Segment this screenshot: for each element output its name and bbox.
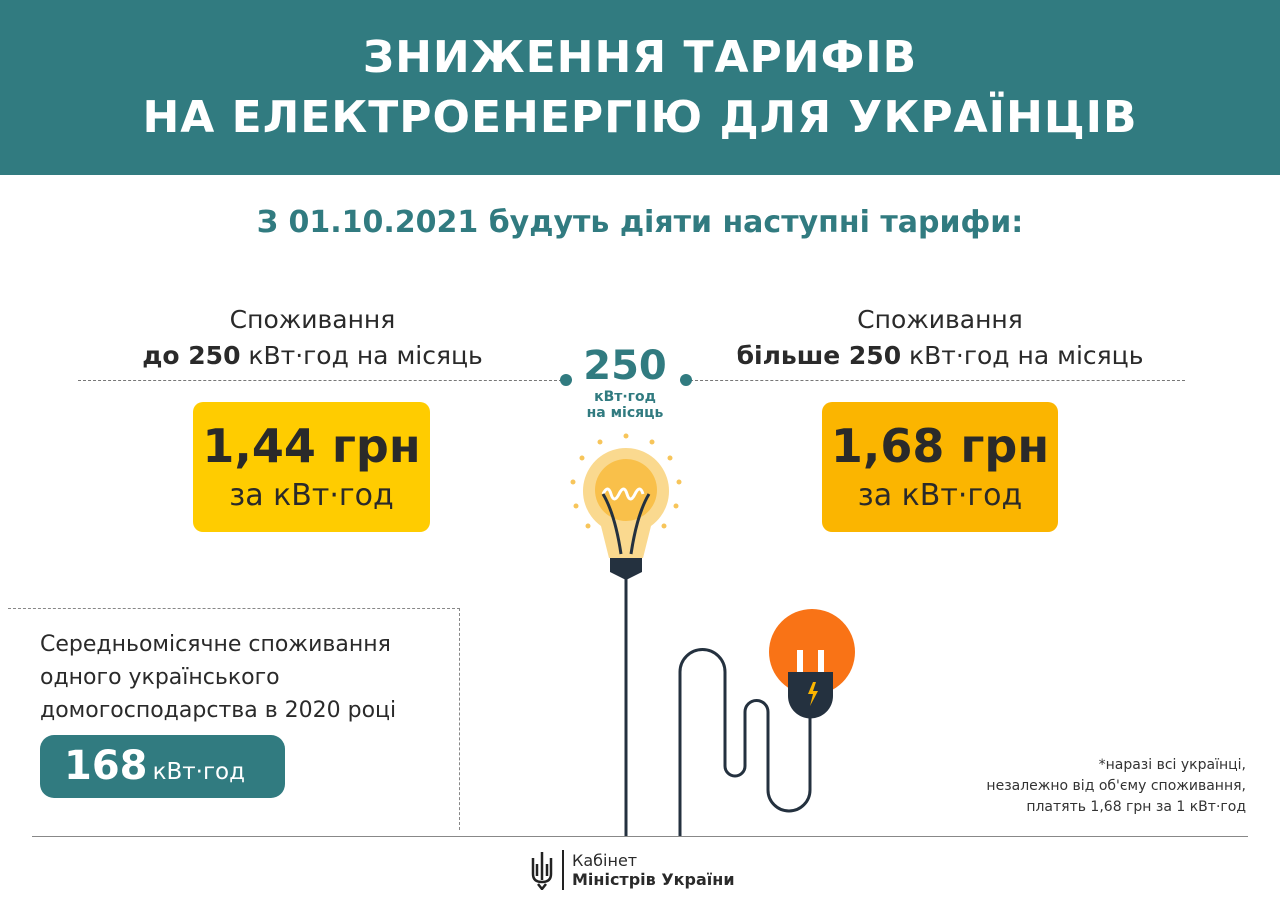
trident-icon [531, 852, 553, 890]
left-price-box: 1,44 грн за кВт·год [193, 402, 430, 532]
cable [678, 648, 812, 836]
divider-dot [680, 374, 692, 386]
cabinet-logo: Кабінет Міністрів України [530, 848, 735, 892]
right-price-box: 1,68 грн за кВт·год [822, 402, 1058, 532]
baseline-divider [32, 836, 1248, 837]
average-value: 168 [64, 743, 148, 789]
left-bold: до 250 [142, 341, 241, 370]
header-banner: ЗНИЖЕННЯ ТАРИФІВ НА ЕЛЕКТРОЕНЕРГІЮ ДЛЯ У… [0, 0, 1280, 175]
logo-line-2: Міністрів України [572, 870, 735, 889]
right-consumption-label: Споживання більше 250 кВт·год на місяць [700, 302, 1180, 374]
average-box-border [8, 608, 460, 830]
footnote: *наразі всі українці, незалежно від об'є… [986, 755, 1246, 818]
title-line-1: ЗНИЖЕННЯ ТАРИФІВ [362, 32, 918, 83]
left-divider [78, 380, 562, 381]
threshold-value: 250 [583, 343, 667, 389]
average-line-3: домогосподарства в 2020 році [40, 698, 397, 723]
logo-line-1: Кабінет [572, 851, 638, 870]
footnote-line-2: незалежно від об'єму споживання, [986, 778, 1246, 794]
divider-dot [560, 374, 572, 386]
average-description: Середньомісячне споживання одного україн… [40, 628, 396, 727]
left-title: Споживання [229, 305, 396, 334]
right-rest: кВт·год на місяць [901, 341, 1144, 370]
left-consumption-label: Споживання до 250 кВт·год на місяць [80, 302, 545, 374]
left-rest: кВт·год на місяць [240, 341, 483, 370]
footnote-line-3: платять 1,68 грн за 1 кВт·год [1026, 799, 1246, 815]
threshold-unit: кВт·год [594, 389, 656, 405]
average-unit: кВт·год [152, 759, 246, 785]
average-line-1: Середньомісячне споживання [40, 632, 391, 657]
title-line-2: НА ЕЛЕКТРОЕНЕРГІЮ ДЛЯ УКРАЇНЦІВ [142, 92, 1138, 143]
average-line-2: одного українського [40, 665, 280, 690]
threshold-label: 250 кВт·год на місяць [560, 343, 690, 421]
logo-separator [562, 850, 564, 890]
average-value-pill: 168 кВт·год [40, 735, 285, 798]
footnote-line-1: *наразі всі українці, [1098, 757, 1246, 773]
right-divider [690, 380, 1185, 381]
right-price: 1,68 грн [830, 419, 1050, 473]
threshold-period: на місяць [586, 405, 664, 421]
plug-icon [769, 609, 855, 719]
lightbulb-icon [570, 433, 682, 580]
right-price-unit: за кВт·год [857, 478, 1023, 513]
right-bold: більше 250 [736, 341, 902, 370]
subtitle: З 01.10.2021 будуть діяти наступні тариф… [256, 205, 1024, 240]
left-price-unit: за кВт·год [229, 478, 394, 513]
left-price: 1,44 грн [202, 419, 421, 473]
right-title: Споживання [857, 305, 1023, 334]
